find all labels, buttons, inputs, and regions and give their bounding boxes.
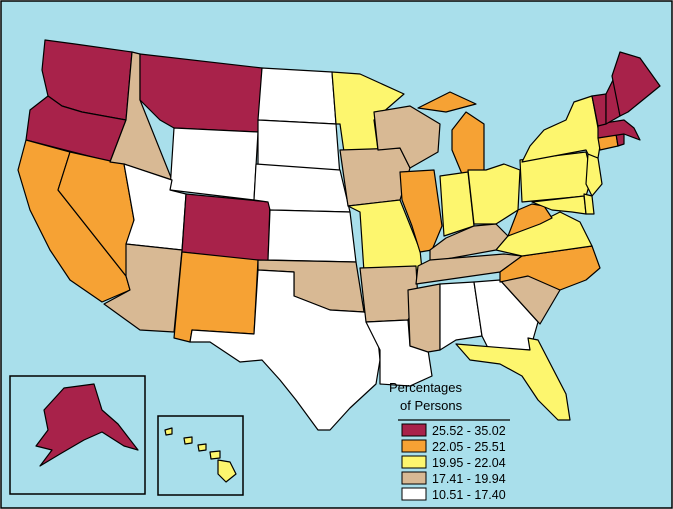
state-tx [189,269,381,431]
state-oh [467,163,521,225]
legend-title-line2: of Persons [400,398,463,413]
legend-label-3: 19.95 - 22.04 [432,456,506,470]
state-ma [597,119,641,141]
legend-swatch-1 [401,423,427,437]
state-ri [615,133,625,147]
state-ks [267,209,357,263]
state-ia [339,147,411,207]
state-la [365,319,433,387]
legend-label-2: 22.05 - 25.51 [432,440,506,454]
legend-swatch-3 [401,455,427,469]
legend-label-4: 17.41 - 19.94 [432,472,506,486]
state-nm [173,251,259,343]
state-ne [253,163,351,213]
legend-label-5: 10.51 - 17.40 [432,488,506,502]
state-il [399,169,443,253]
state-co [181,193,271,263]
legend-title-line1: Percentages [389,380,462,395]
state-ms [407,283,441,353]
state-wy [169,127,259,201]
state-al [439,281,483,351]
state-ak [35,383,139,467]
legend-label-1: 25.52 - 35.02 [432,424,506,438]
state-wi [373,105,441,169]
state-me [611,51,661,117]
state-hi [164,427,237,483]
state-nd [257,67,337,125]
legend-swatch-5 [401,487,427,501]
state-fl [455,337,571,421]
state-md [531,195,587,215]
state-de [583,193,595,215]
legend: Percentages of Persons 25.52 - 35.02 22.0… [389,380,510,502]
legend-swatch-4 [401,471,427,485]
legend-swatch-2 [401,439,427,453]
